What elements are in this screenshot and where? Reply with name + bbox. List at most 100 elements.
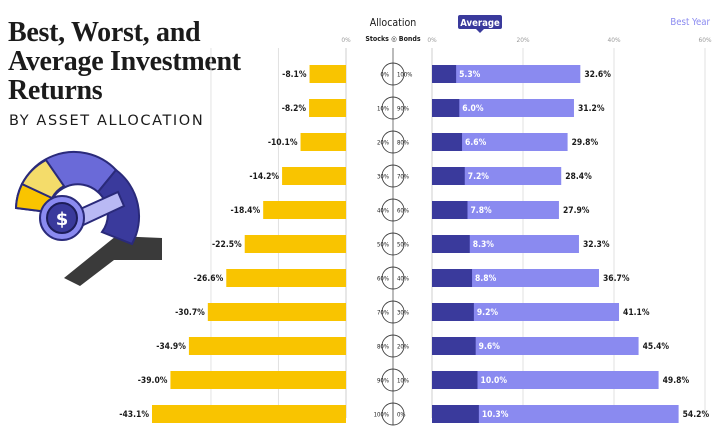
worst-year-label: -30.7% [175,308,205,318]
average-label: 6.0% [462,104,484,114]
average-label: 8.8% [475,274,497,284]
average-bar [432,269,473,287]
best-year-label: 45.4% [643,342,670,352]
bonds-pct: 20% [397,344,409,351]
stocks-pct: 70% [377,310,389,317]
bonds-pct: 70% [397,174,409,181]
speedometer-dollar-icon: $ [14,151,162,286]
right-axis-tick: 40% [608,36,621,44]
bonds-pct: 50% [397,242,409,249]
average-label: 9.6% [479,342,501,352]
average-label: 10.3% [482,410,509,420]
average-label: 10.0% [481,376,508,386]
worst-year-label: -14.2% [249,172,279,182]
stocks-pct: 40% [377,208,389,215]
stocks-pct: 80% [377,344,389,351]
stocks-pct: 100% [374,412,389,419]
bonds-pct: 80% [397,140,409,147]
average-bar [432,99,460,117]
stocks-pct: 0% [380,72,389,79]
best-year-label: 36.7% [603,274,630,284]
best-year-label: 49.8% [663,376,690,386]
average-bar [432,167,465,185]
average-label: 7.8% [470,206,492,216]
worst-year-label: -26.6% [194,274,224,284]
page-subtitle: BY ASSET ALLOCATION [9,113,205,129]
page-title: Best, Worst, and Average Investment Retu… [8,17,241,106]
worst-year-bar [152,405,346,423]
average-header-badge [458,15,502,29]
worst-year-label: -18.4% [230,206,260,216]
average-bar [432,371,478,389]
bonds-pct: 0% [397,412,406,419]
best-year-label: 31.2% [578,104,605,114]
average-bar [432,337,476,355]
bonds-pct: 30% [397,310,409,317]
worst-year-bar [282,167,346,185]
best-year-bar [432,303,620,321]
average-bar [432,405,479,423]
allocation-header: Allocation [370,17,417,29]
stocks-pct: 10% [377,106,389,113]
best-year-label: 29.8% [572,138,599,148]
worst-year-label: -10.1% [268,138,298,148]
right-axis-tick: 0% [427,36,437,44]
average-header: Average [460,18,500,29]
average-label: 8.3% [473,240,495,250]
stocks-pct: 60% [377,276,389,283]
worst-year-label: -34.9% [156,342,186,352]
best-year-bar [432,371,659,389]
best-year-label: 32.3% [583,240,610,250]
bonds-pct: 10% [397,378,409,385]
worst-year-bar [300,133,346,151]
average-header-pointer [476,29,484,33]
best-year-bar [432,65,581,83]
worst-year-label: -43.1% [119,410,149,420]
svg-text:$: $ [56,209,69,230]
average-bar [432,133,463,151]
worst-year-bar [226,269,346,287]
worst-year-bar [244,235,346,253]
worst-year-bar [207,303,346,321]
average-bar [432,65,457,83]
average-label: 5.3% [459,70,481,80]
best-year-bar [432,337,639,355]
best-year-header: Best Year [670,17,710,28]
average-bar [432,235,470,253]
average-label: 9.2% [477,308,499,318]
right-axis-tick: 20% [517,36,530,44]
best-year-bar [432,405,679,423]
worst-year-bar [188,337,346,355]
bonds-pct: 100% [397,72,412,79]
best-year-label: 41.1% [623,308,650,318]
average-label: 7.2% [468,172,490,182]
best-year-label: 27.9% [563,206,590,216]
worst-year-bar [263,201,346,219]
bonds-pct: 90% [397,106,409,113]
best-year-bar [432,133,568,151]
worst-year-label: -8.1% [282,70,307,80]
worst-year-bar [309,65,346,83]
worst-year-bar [309,99,346,117]
best-year-bar [432,269,599,287]
worst-year-label: -39.0% [138,376,168,386]
average-bar [432,303,474,321]
best-year-bar [432,99,574,117]
stocks-pct: 20% [377,140,389,147]
bonds-pct: 60% [397,208,409,215]
average-bar [432,201,468,219]
average-label: 6.6% [465,138,487,148]
best-year-label: 28.4% [565,172,592,182]
best-year-label: 54.2% [683,410,710,420]
worst-year-label: -8.2% [282,104,307,114]
right-axis-tick: 60% [699,36,712,44]
stocks-pct: 30% [377,174,389,181]
worst-axis-tick: 0% [341,36,351,44]
stocks-bonds-header: Stocks ◎ Bonds [365,35,421,43]
worst-year-bar [170,371,346,389]
stocks-pct: 90% [377,378,389,385]
stocks-pct: 50% [377,242,389,249]
bonds-pct: 40% [397,276,409,283]
best-year-label: 32.6% [584,70,611,80]
